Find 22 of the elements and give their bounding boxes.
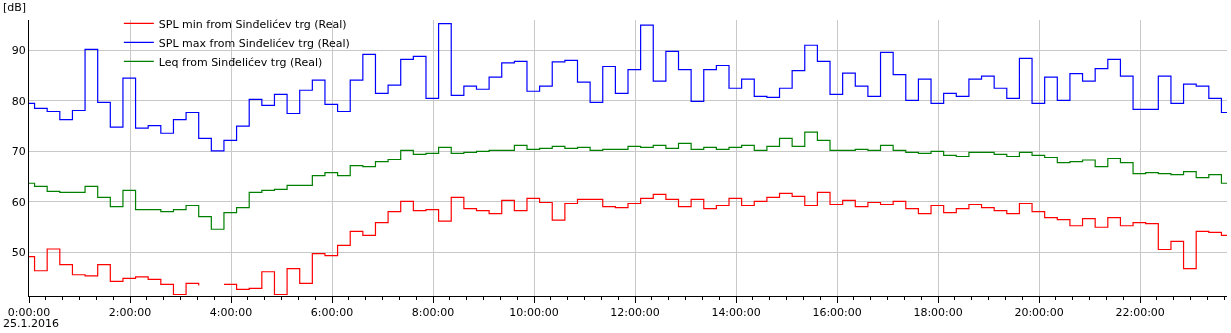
- legend-label: Leq from Sinđelićev trg (Real): [158, 55, 323, 69]
- x-tick-label: 0:00:00: [7, 306, 51, 320]
- y-axis-title: [dB]: [3, 1, 27, 14]
- x-tick-label: 18:00:00: [913, 306, 963, 320]
- x-tick-label: 4:00:00: [209, 306, 253, 320]
- y-tick-label: 90: [11, 44, 26, 58]
- x-tick-label: 12:00:00: [610, 306, 660, 320]
- legend-label: SPL max from Sinđelićev trg (Real): [158, 36, 350, 50]
- y-tick-label: 70: [11, 145, 26, 159]
- text: 25.1.2016: [3, 317, 59, 330]
- y-tick-label: 60: [11, 195, 26, 209]
- y-tick-label: 50: [11, 246, 26, 260]
- x-tick-label: 20:00:00: [1014, 306, 1064, 320]
- x-tick-label: 2:00:00: [108, 306, 152, 320]
- x-tick-label: 16:00:00: [812, 306, 862, 320]
- x-tick-label: 22:00:00: [1115, 306, 1165, 320]
- legend-label: SPL min from Sinđelićev trg (Real): [158, 17, 347, 31]
- x-tick-label: 6:00:00: [310, 306, 354, 320]
- x-tick-label: 14:00:00: [711, 306, 761, 320]
- x-tick-label: 10:00:00: [509, 306, 559, 320]
- x-tick-label: 8:00:00: [411, 306, 455, 320]
- y-tick-label: 80: [11, 94, 26, 108]
